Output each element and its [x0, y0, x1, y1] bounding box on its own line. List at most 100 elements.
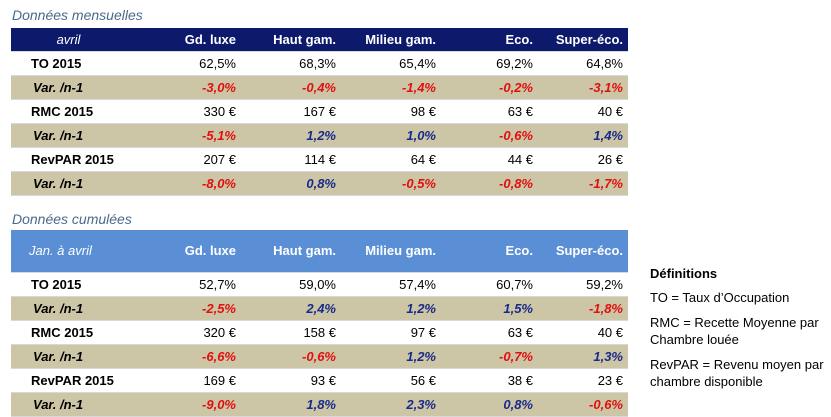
period-header: Jan. à avril: [11, 230, 151, 273]
metric-row: RevPAR 2015 169 €93 €56 €38 €23 €: [11, 368, 628, 393]
row-label: RMC 2015: [11, 320, 151, 345]
table-header-row: Jan. à avril Gd. luxe Haut gam. Milieu gam.…: [11, 230, 628, 273]
definitions-panel: Définitions TO = Taux d’Occupation RMC =…: [650, 265, 830, 398]
row-label: Var. /n-1: [11, 75, 151, 100]
metric-row: RMC 2015 330 €167 €98 €63 €40 €: [11, 99, 628, 124]
table-cell: -3,0%: [151, 75, 241, 100]
table-cell: 40 €: [538, 320, 628, 345]
table-cell: -0,6%: [538, 392, 628, 417]
table-cell: 2,4%: [241, 296, 341, 321]
table-cell: 69,2%: [441, 51, 538, 76]
table-header-row: avril Gd. luxe Haut gam. Milieu gam. Eco. Sup…: [11, 28, 628, 52]
table-cell: 65,4%: [341, 51, 441, 76]
table-cell: -0,6%: [241, 344, 341, 369]
table-cell: 26 €: [538, 147, 628, 172]
table-cell: -8,0%: [151, 171, 241, 196]
definitions-title: Définitions: [650, 266, 718, 281]
table-cell: 40 €: [538, 99, 628, 124]
category-header: Super-éco.: [538, 28, 628, 52]
monthly-section-title: Données mensuelles: [12, 7, 143, 23]
metric-row: TO 2015 62,5% 68,3% 65,4% 69,2% 64,8%: [11, 51, 628, 76]
table-cell: 2,3%: [341, 392, 441, 417]
category-header: Haut gam.: [241, 230, 341, 273]
table-cell: 114 €: [241, 147, 341, 172]
row-label: TO 2015: [11, 272, 151, 297]
monthly-data-table: avril Gd. luxe Haut gam. Milieu gam. Eco. Sup…: [11, 28, 628, 196]
table-cell: -1,8%: [538, 296, 628, 321]
row-label: RevPAR 2015: [11, 147, 151, 172]
table-cell: -0,7%: [441, 344, 538, 369]
table-cell: 62,5%: [151, 51, 241, 76]
category-header: Eco.: [441, 230, 538, 273]
definition-revpar: RevPAR = Revenu moyen par chambre dispon…: [650, 357, 824, 389]
table-cell: 1,0%: [341, 123, 441, 148]
variation-row: Var. /n-1 -2,5% 2,4% 1,2% 1,5% -1,8%: [11, 296, 628, 321]
row-label: Var. /n-1: [11, 392, 151, 417]
table-cell: 0,8%: [441, 392, 538, 417]
table-cell: 1,2%: [241, 123, 341, 148]
variation-row: Var. /n-1 -6,6% -0,6% 1,2% -0,7% 1,3%: [11, 344, 628, 369]
table-cell: 68,3%: [241, 51, 341, 76]
definition-rmc: RMC = Recette Moyenne par Chambre louée: [650, 315, 819, 347]
variation-row: Var. /n-1 -8,0% 0,8% -0,5% -0,8% -1,7%: [11, 171, 628, 196]
table-cell: -5,1%: [151, 123, 241, 148]
table-cell: -0,2%: [441, 75, 538, 100]
table-cell: 169 €: [151, 368, 241, 393]
table-cell: 93 €: [241, 368, 341, 393]
table-cell: -6,6%: [151, 344, 241, 369]
table-cell: -3,1%: [538, 75, 628, 100]
table-cell: 60,7%: [441, 272, 538, 297]
table-cell: 59,0%: [241, 272, 341, 297]
table-cell: 0,8%: [241, 171, 341, 196]
category-header: Eco.: [441, 28, 538, 52]
table-cell: 167 €: [241, 99, 341, 124]
table-cell: 1,5%: [441, 296, 538, 321]
table-cell: -0,4%: [241, 75, 341, 100]
row-label: RevPAR 2015: [11, 368, 151, 393]
variation-row: Var. /n-1 -3,0% -0,4% -1,4% -0,2% -3,1%: [11, 75, 628, 100]
table-cell: 1,4%: [538, 123, 628, 148]
metric-row: TO 2015 52,7% 59,0% 57,4% 60,7% 59,2%: [11, 272, 628, 297]
variation-row: Var. /n-1 -9,0% 1,8% 2,3% 0,8% -0,6%: [11, 392, 628, 417]
cumulative-data-table: Jan. à avril Gd. luxe Haut gam. Milieu gam.…: [11, 230, 628, 417]
definition-to: TO = Taux d’Occupation: [650, 290, 790, 305]
table-cell: -0,5%: [341, 171, 441, 196]
table-cell: 98 €: [341, 99, 441, 124]
table-cell: 158 €: [241, 320, 341, 345]
cumulative-section-title: Données cumulées: [12, 211, 132, 227]
row-label: Var. /n-1: [11, 171, 151, 196]
table-cell: -1,7%: [538, 171, 628, 196]
table-cell: 1,8%: [241, 392, 341, 417]
table-cell: 1,2%: [341, 296, 441, 321]
row-label: Var. /n-1: [11, 296, 151, 321]
table-cell: 44 €: [441, 147, 538, 172]
category-header: Gd. luxe: [151, 230, 241, 273]
table-cell: 320 €: [151, 320, 241, 345]
table-cell: 56 €: [341, 368, 441, 393]
metric-row: RevPAR 2015 207 €114 €64 €44 €26 €: [11, 147, 628, 172]
table-cell: 38 €: [441, 368, 538, 393]
table-cell: 207 €: [151, 147, 241, 172]
row-label: RMC 2015: [11, 99, 151, 124]
row-label: Var. /n-1: [11, 123, 151, 148]
row-label: Var. /n-1: [11, 344, 151, 369]
table-cell: 330 €: [151, 99, 241, 124]
category-header: Milieu gam.: [341, 28, 441, 52]
row-label: TO 2015: [11, 51, 151, 76]
table-cell: 64 €: [341, 147, 441, 172]
period-header: avril: [11, 28, 151, 52]
variation-row: Var. /n-1 -5,1% 1,2% 1,0% -0,6% 1,4%: [11, 123, 628, 148]
category-header: Haut gam.: [241, 28, 341, 52]
table-cell: 52,7%: [151, 272, 241, 297]
table-cell: 23 €: [538, 368, 628, 393]
table-cell: 57,4%: [341, 272, 441, 297]
table-cell: -9,0%: [151, 392, 241, 417]
table-cell: 64,8%: [538, 51, 628, 76]
table-cell: 63 €: [441, 99, 538, 124]
table-cell: -1,4%: [341, 75, 441, 100]
table-cell: 63 €: [441, 320, 538, 345]
metric-row: RMC 2015 320 €158 €97 €63 €40 €: [11, 320, 628, 345]
table-cell: 1,2%: [341, 344, 441, 369]
table-cell: 1,3%: [538, 344, 628, 369]
table-cell: -0,6%: [441, 123, 538, 148]
